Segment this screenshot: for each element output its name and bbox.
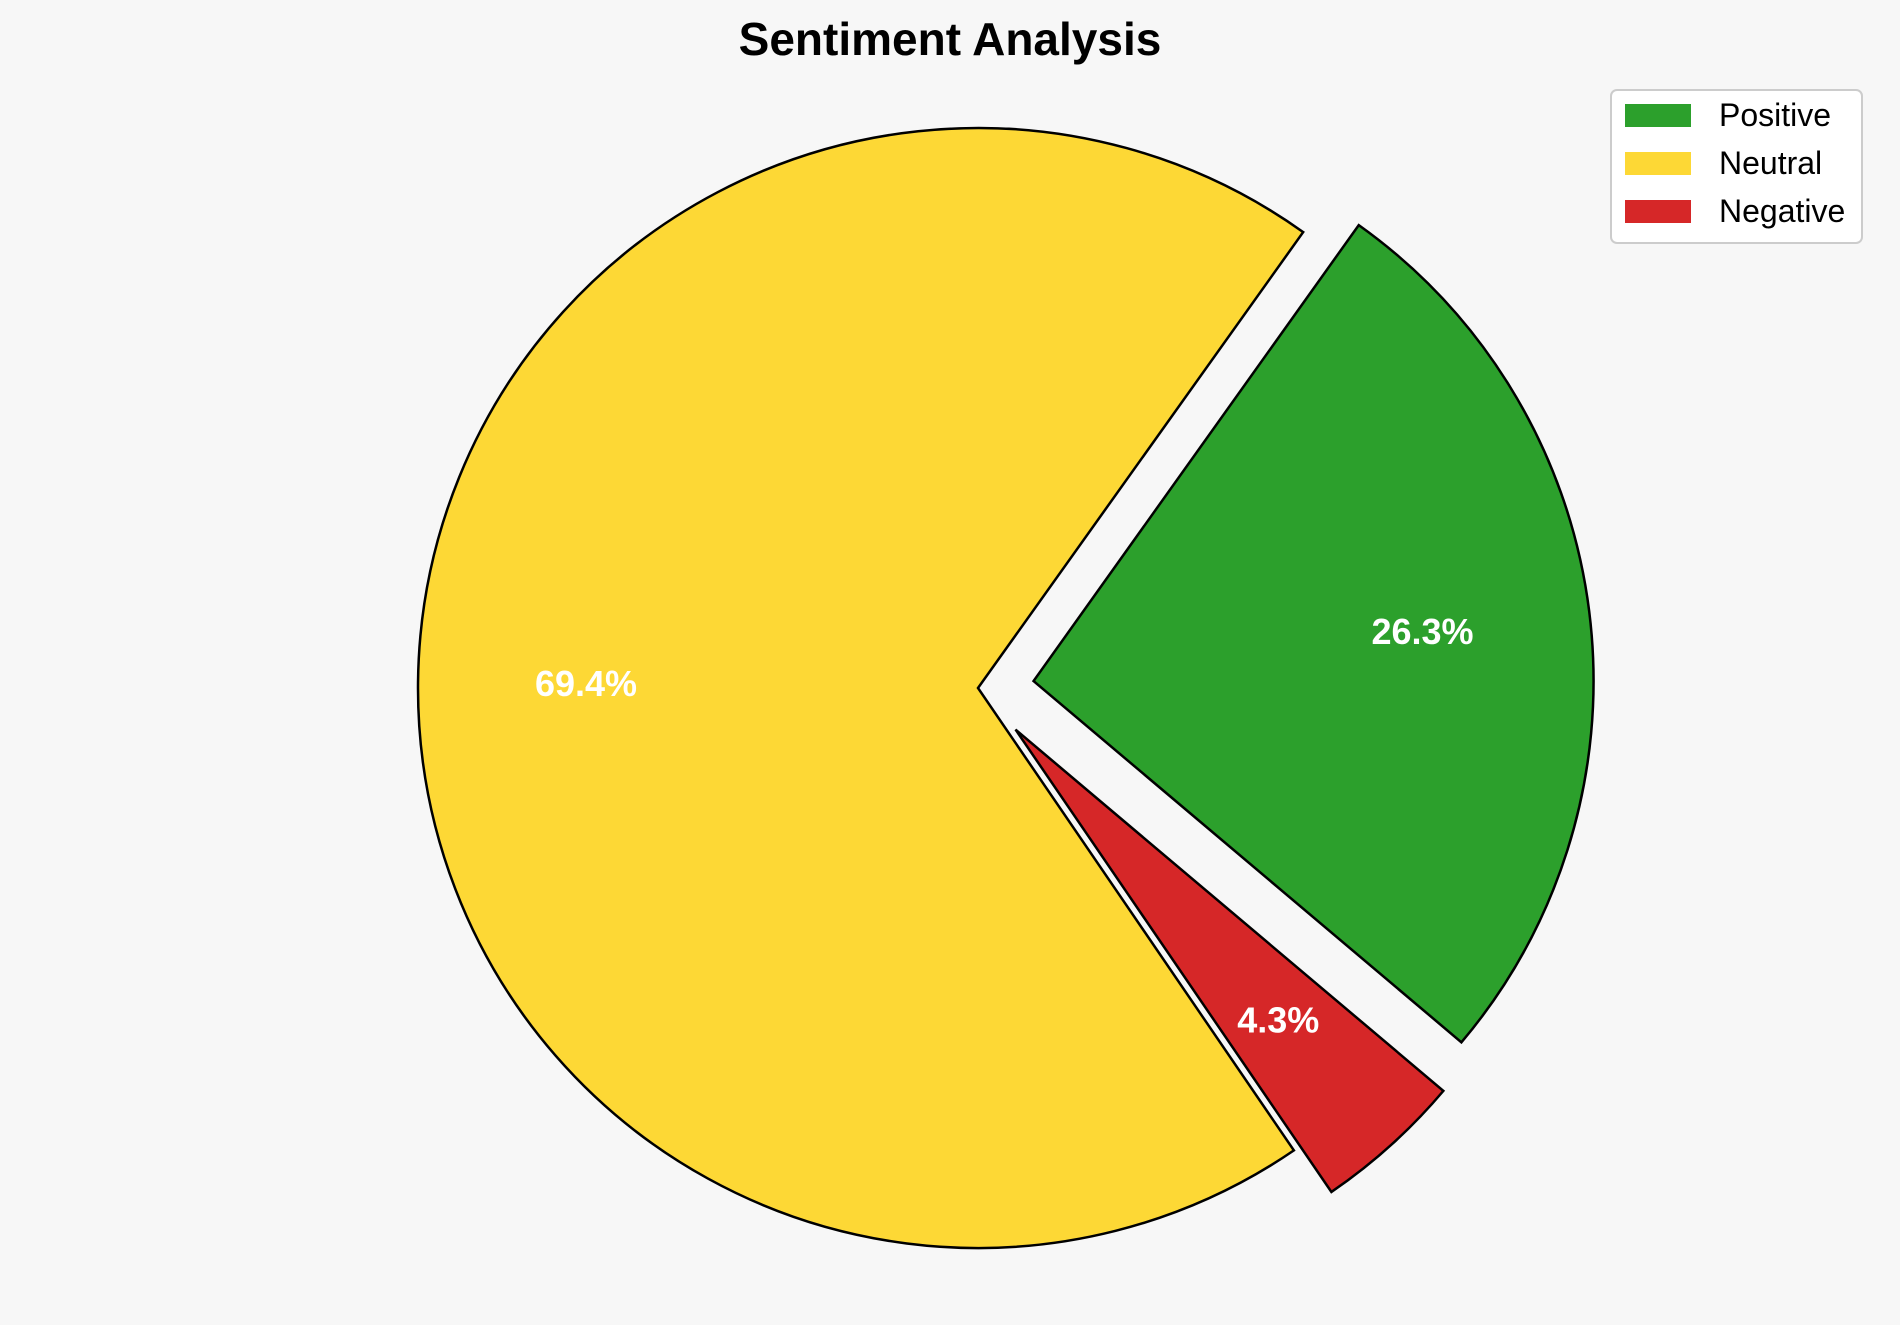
legend-item-neutral: Neutral [1625, 145, 1822, 181]
legend-item-negative: Negative [1625, 193, 1845, 229]
legend-label-positive: Positive [1719, 97, 1831, 133]
legend-swatch-positive [1625, 104, 1691, 127]
chart-title: Sentiment Analysis [739, 13, 1162, 65]
pie-slice-neutral [416, 126, 1305, 1250]
legend-swatch-neutral [1625, 152, 1691, 175]
legend-item-positive: Positive [1625, 97, 1831, 133]
pie-slice-labels: 69.4% 4.3% 26.3% [535, 611, 1474, 1040]
legend-label-negative: Negative [1719, 193, 1845, 229]
pie-label-positive: 26.3% [1371, 611, 1473, 652]
legend: Positive Neutral Negative [1610, 89, 1863, 244]
legend-swatch-negative [1625, 200, 1691, 223]
pie-slices [416, 126, 1595, 1250]
pie-slice-positive [1031, 223, 1595, 1045]
pie-slice-negative [1014, 728, 1446, 1194]
legend-label-neutral: Neutral [1719, 145, 1822, 181]
pie-label-negative: 4.3% [1237, 1000, 1319, 1041]
pie-label-neutral: 69.4% [535, 663, 637, 704]
